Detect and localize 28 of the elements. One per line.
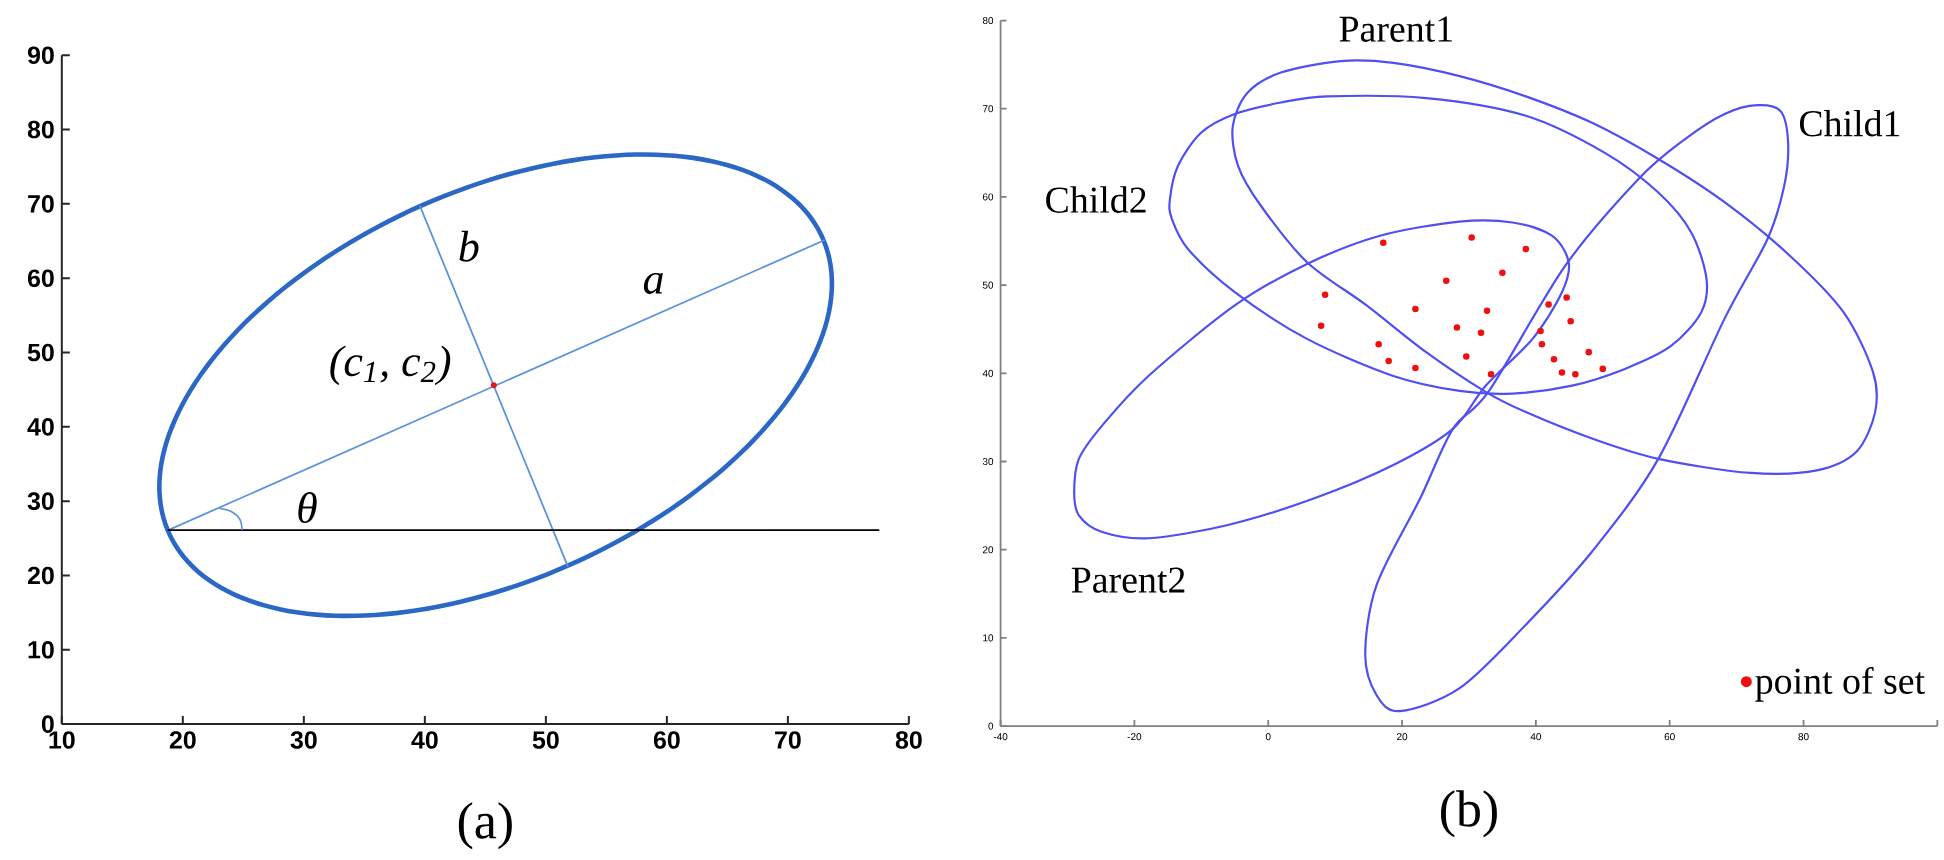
y-tick-label: 10 <box>28 641 54 660</box>
x-tick-label: 30 <box>290 731 317 750</box>
y-tick-label: 30 <box>27 492 54 511</box>
text: (b) <box>1441 790 1497 838</box>
annotation: a <box>643 273 663 295</box>
y-tick-label: 60 <box>27 269 54 288</box>
annotation: θ <box>298 492 317 524</box>
y-tick-label: 90 <box>27 46 54 65</box>
x-tick-label: 80 <box>895 731 922 750</box>
annotation: (c$_{1}$, c$_{2}$) <box>330 345 451 386</box>
x-tick-label: 60 <box>653 731 680 750</box>
y-tick-label: 40 <box>27 418 54 437</box>
y-tick-label: 70 <box>28 195 54 214</box>
y-tick-label: 50 <box>27 344 54 362</box>
annotation: b <box>459 231 479 263</box>
x-tick-label: 70 <box>775 731 801 750</box>
y-tick-label: 20 <box>27 567 54 585</box>
y-tick-label: 80 <box>27 121 54 139</box>
text: (a) <box>458 802 512 850</box>
annotation: Parent2 <box>1071 567 1185 594</box>
legend-label: point of set <box>1755 667 1925 703</box>
x-tick-label: 20 <box>169 731 196 750</box>
x-tick-label: 40 <box>411 731 438 750</box>
annotation: Child1 <box>1799 110 1900 137</box>
annotation: Child2 <box>1046 186 1146 214</box>
annotation: Parent1 <box>1339 17 1452 43</box>
x-tick-label: 10 <box>49 731 75 750</box>
x-tick-label: 50 <box>532 731 559 750</box>
